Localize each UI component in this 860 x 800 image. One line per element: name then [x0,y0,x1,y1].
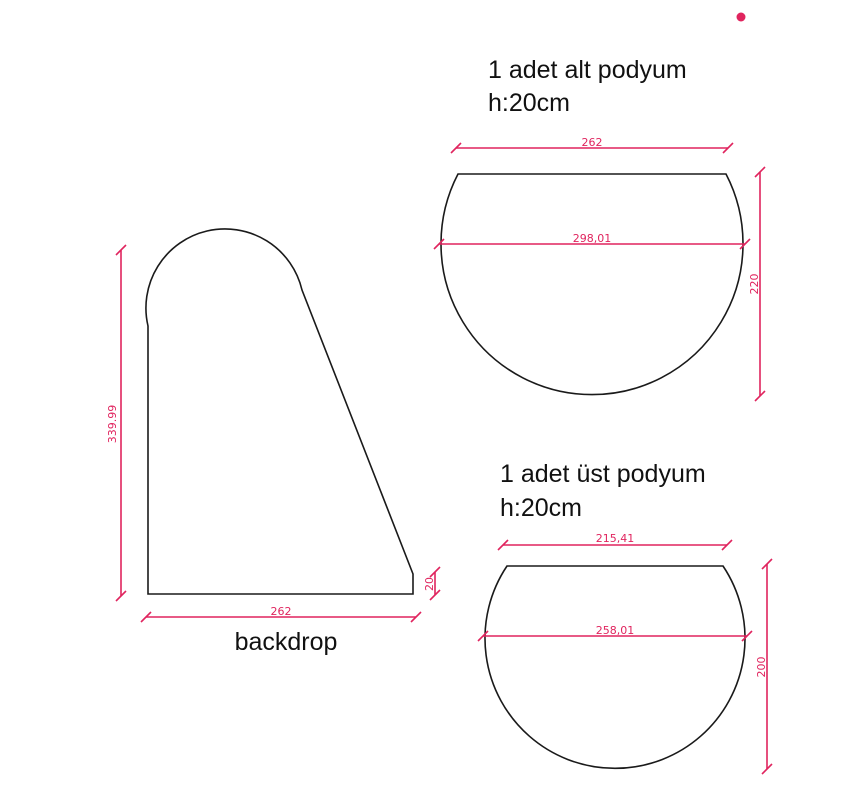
upper-podium-title-line1: 1 adet üst podyum [500,460,706,488]
upper-podium-top-width-label: 215,41 [596,532,635,545]
lower-podium-height-label: 220 [748,274,761,295]
backdrop-width-label: 262 [271,605,292,618]
lower-podium-title-line2: h:20cm [488,89,570,117]
lower-podium-height-dimension: 220 [748,166,766,402]
lower-podium-outline [440,173,744,396]
backdrop-side-label: 20 [423,577,436,591]
upper-podium-height-dimension: 200 [755,558,773,775]
backdrop-height-dimension: 339.99 [106,244,127,602]
backdrop-height-label: 339.99 [106,405,119,444]
upper-podium-outline [484,565,746,770]
upper-podium-diameter-label: 258,01 [596,624,635,637]
lower-podium-top-width-label: 262 [582,136,603,149]
lower-podium-group: 1 adet alt podyum h:20cm 262 298,01 220 [433,56,766,402]
red-marker-dot [736,12,746,22]
lower-podium-diameter-label: 298,01 [573,232,612,245]
backdrop-side-dimension: 20 [423,566,441,601]
upper-podium-top-width-dimension: 215,41 [497,532,733,551]
backdrop-title: backdrop [235,628,338,656]
lower-podium-diameter-dimension: 298,01 [433,232,751,250]
lower-podium-top-width-dimension: 262 [450,136,734,154]
lower-podium-title-line1: 1 adet alt podyum [488,56,687,84]
backdrop-width-dimension: 262 [140,605,422,623]
upper-podium-diameter-dimension: 258,01 [477,624,753,642]
upper-podium-group: 1 adet üst podyum h:20cm 215,41 258,01 2… [477,460,773,775]
backdrop-group: 339.99 262 20 backdrop [106,228,441,656]
upper-podium-title-line2: h:20cm [500,494,582,522]
backdrop-outline [145,228,414,595]
upper-podium-height-label: 200 [755,657,768,678]
